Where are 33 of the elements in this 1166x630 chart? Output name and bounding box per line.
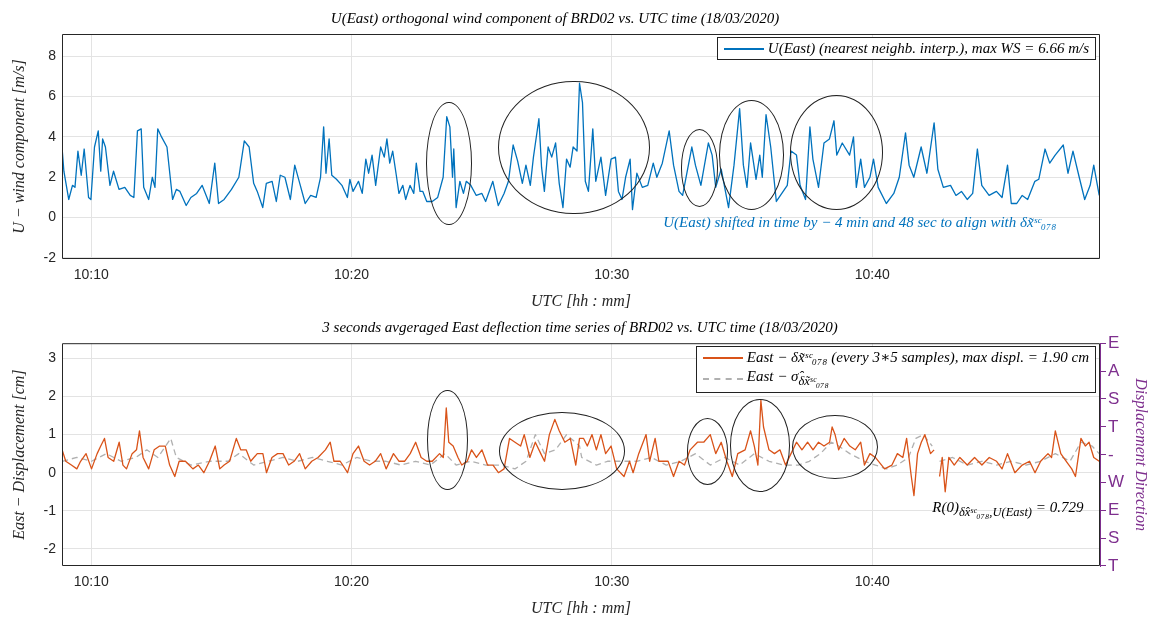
y-tick-label: 2 xyxy=(48,168,57,185)
y-tick-label: 3 xyxy=(48,349,57,366)
y-tick-label: 1 xyxy=(48,425,57,442)
legend-label: East − σ̂$_{δx̃ˢᶜ₀₇₈}$ xyxy=(746,367,829,391)
chart-title: U(East) orthogonal wind component of BRD02 vs. UTC time (18/03/2020) xyxy=(330,9,780,27)
y-tick-label: 0 xyxy=(48,208,57,225)
x-tick-label: 10:30 xyxy=(594,573,630,590)
annotation: R(0)$_{δx̂ˢᶜ₀₇₈,U(East)}$ = 0.729 xyxy=(932,499,1084,521)
x-tick-label: 10:10 xyxy=(73,573,109,590)
annotation: U(East) shifted in time by − 4 min and 48 sec to align with δx̃ˢᶜ₀₇₈ xyxy=(663,214,1057,231)
x-tick-label: 10:40 xyxy=(854,266,890,283)
legend-label: U(East) (nearest neighb. interp.), max WS = 6.66 m/s xyxy=(767,39,1089,58)
y-tick-label: 4 xyxy=(48,127,57,144)
x-axis-title: UTC [hh : mm] xyxy=(530,598,632,616)
y-tick-label: 6 xyxy=(48,87,57,104)
text: EAST-WEST xyxy=(1108,333,1125,575)
y-tick-label: -1 xyxy=(43,501,57,518)
y-tick-label: 8 xyxy=(48,47,57,64)
legend-label: East − δx̃ˢᶜ₀₇₈ (every 3∗5 samples), max displ. = 1.90 cm xyxy=(746,348,1089,368)
x-tick-label: 10:20 xyxy=(333,573,370,590)
x-tick-label: 10:20 xyxy=(333,266,370,283)
y-axis-title: East − Displacement [cm] xyxy=(9,369,28,541)
x-tick-label: 10:40 xyxy=(854,573,890,590)
x-axis-title: UTC [hh : mm] xyxy=(530,291,632,309)
x-tick-label: 10:10 xyxy=(73,266,109,283)
chart-title: 3 seconds avgeraged East deflection time series of BRD02 vs. UTC time (18/03/2020) xyxy=(321,319,838,337)
y-tick-label: 0 xyxy=(48,463,57,480)
y-tick-label: 2 xyxy=(48,387,57,404)
y-axis-title: U − wind component [m/s] xyxy=(9,59,28,234)
y-tick-label: -2 xyxy=(43,539,57,556)
y-tick-label: -2 xyxy=(43,248,57,265)
x-tick-label: 10:30 xyxy=(594,266,630,283)
y2-axis-title: Displacement Direction xyxy=(1132,377,1151,531)
